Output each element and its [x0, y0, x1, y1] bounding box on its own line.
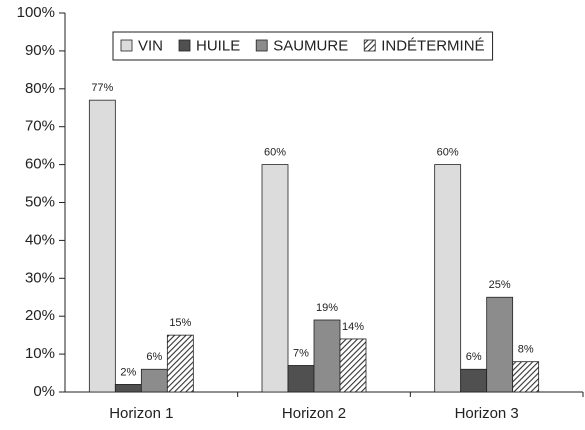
y-tick-label: 10% [25, 345, 55, 362]
legend-swatch [178, 39, 191, 52]
value-label: 60% [437, 147, 459, 159]
legend-box [112, 31, 494, 61]
value-label: 6% [466, 351, 482, 363]
value-label: 8% [518, 344, 534, 356]
legend-label: HUILE [196, 37, 240, 54]
legend-label: VIN [138, 37, 163, 54]
bar [313, 319, 341, 393]
y-tick-label: 70% [25, 118, 55, 135]
bar [261, 164, 289, 393]
bar [339, 338, 367, 393]
y-tick-label: 80% [25, 80, 55, 97]
value-label: 2% [120, 366, 136, 378]
y-tick-label: 50% [25, 193, 55, 210]
bar [140, 368, 168, 393]
y-tick-label: 20% [25, 307, 55, 324]
legend-label: SAUMURE [273, 37, 348, 54]
legend-swatch [120, 39, 133, 52]
value-label: 60% [264, 147, 286, 159]
y-tick-label: 60% [25, 156, 55, 173]
bar [486, 296, 514, 393]
y-tick-label: 40% [25, 231, 55, 248]
x-tick-label: Horizon 2 [282, 405, 346, 422]
value-label: 7% [293, 347, 309, 359]
bar [512, 361, 540, 393]
bar [166, 334, 194, 393]
bar [434, 164, 462, 393]
y-tick-label: 0% [33, 383, 55, 400]
y-tick-label: 30% [25, 269, 55, 286]
y-tick-label: 100% [17, 4, 55, 21]
value-label: 25% [489, 279, 511, 291]
legend-swatch [255, 39, 268, 52]
legend-swatch [363, 39, 376, 52]
legend-label: INDÉTERMINÉ [381, 37, 484, 54]
x-tick-label: Horizon 1 [109, 405, 173, 422]
bar [88, 99, 116, 393]
bar [460, 368, 488, 393]
value-label: 19% [316, 302, 338, 314]
value-label: 15% [169, 317, 191, 329]
x-tick-label: Horizon 3 [455, 405, 519, 422]
value-label: 77% [91, 82, 113, 94]
y-tick-label: 90% [25, 42, 55, 59]
value-label: 14% [342, 321, 364, 333]
bar [114, 384, 142, 393]
bar [287, 365, 315, 393]
value-label: 6% [146, 351, 162, 363]
